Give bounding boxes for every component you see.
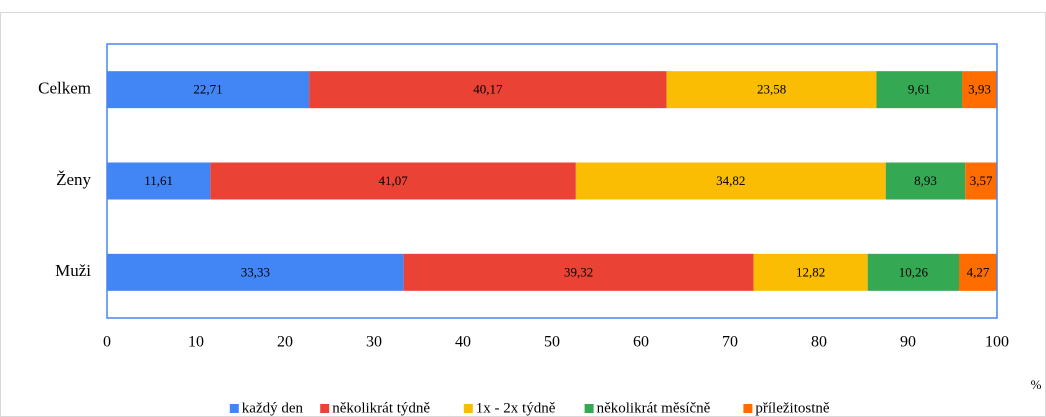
x-tick-label: 0 [103, 334, 111, 351]
bar-segment [958, 253, 997, 291]
x-tick-label: 80 [811, 334, 827, 351]
data-label: 41,07 [378, 173, 408, 188]
legend-swatch [229, 404, 239, 413]
bar-segment [309, 71, 667, 109]
x-tick-label: 30 [366, 334, 382, 351]
data-label: 8,93 [914, 173, 937, 188]
x-tick-label: 60 [633, 334, 649, 351]
legend-swatch [320, 404, 330, 413]
data-label: 39,32 [564, 264, 593, 279]
legend-label: několikrát týdně [332, 400, 430, 416]
x-tick-label: 10 [188, 334, 204, 351]
data-label: 12,82 [796, 264, 825, 279]
bar-segment [403, 253, 754, 291]
data-label: 33,33 [241, 264, 270, 279]
y-tick-label: Celkem [38, 79, 91, 98]
data-label: 3,93 [968, 82, 991, 97]
bar-segment [753, 253, 868, 291]
x-tick-label: 70 [722, 334, 738, 351]
y-tick-label: Ženy [56, 170, 91, 189]
data-label: 9,61 [908, 82, 931, 97]
legend-label: několikrát měsíčně [597, 400, 711, 416]
legend-label: každý den [242, 400, 304, 416]
y-tick-label: Muži [55, 261, 91, 280]
plot-border [106, 43, 998, 319]
legend-swatch [463, 404, 473, 413]
x-tick-label: 20 [277, 334, 293, 351]
data-label: 3,57 [970, 173, 993, 188]
data-label: 40,17 [473, 82, 503, 97]
bar-segment [965, 162, 997, 200]
legend-swatch [584, 404, 594, 413]
bar-segment [575, 162, 886, 200]
bar-segment [210, 162, 576, 200]
data-label: 34,82 [716, 173, 745, 188]
legend-label: 1x - 2x týdně [476, 400, 556, 416]
bar-segment [867, 253, 959, 291]
x-tick-label: 90 [900, 334, 916, 351]
x-axis-label: % [1031, 377, 1042, 392]
bar-segment [107, 162, 211, 200]
data-label: 11,61 [144, 173, 173, 188]
x-tick-label: 100 [985, 334, 1009, 351]
x-tick-label: 50 [544, 334, 560, 351]
legend-swatch [743, 404, 753, 413]
bar-segment [876, 71, 963, 109]
bar-segment [107, 71, 310, 109]
data-label: 22,71 [193, 82, 222, 97]
bar-segment [107, 253, 404, 291]
x-tick-label: 40 [455, 334, 471, 351]
data-label: 23,58 [757, 82, 786, 97]
bar-segment [885, 162, 966, 200]
data-label: 10,26 [899, 264, 929, 279]
data-label: 4,27 [967, 264, 990, 279]
bar-segment [666, 71, 877, 109]
bar-segment [962, 71, 997, 109]
legend-label: příležitostně [755, 400, 829, 416]
